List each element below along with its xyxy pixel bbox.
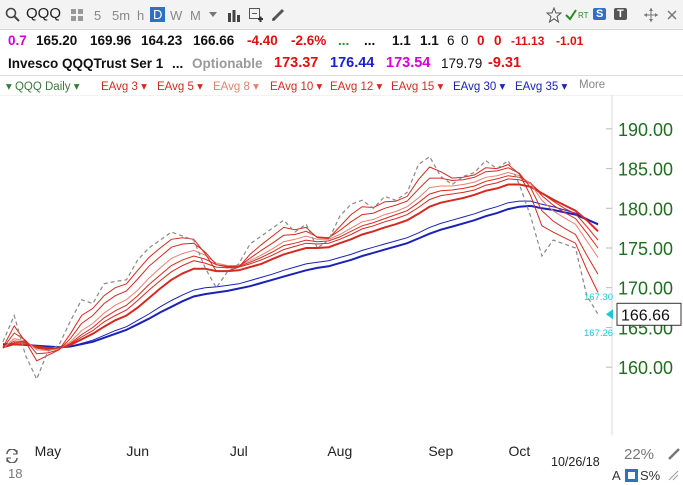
legend-qqq-daily[interactable]: ▾ QQQ Daily ▾ (6, 81, 80, 93)
info-dots: ... (172, 56, 184, 71)
magnifier-icon[interactable] (4, 6, 22, 24)
dropdown-icon[interactable] (208, 10, 218, 20)
y-tick-label: 175.00 (618, 239, 673, 259)
close-icon[interactable] (664, 7, 680, 23)
quote-change-pct: -2.6% (291, 33, 327, 48)
quote-n1: 6 (447, 33, 455, 48)
legend-eavg30[interactable]: EAvg 30 ▾ (453, 81, 506, 93)
marker-high-label: 167.30 (584, 292, 613, 303)
bar-chart-icon[interactable] (226, 7, 242, 23)
x-tick-label: Jul (230, 443, 248, 459)
series-eavg-30 (3, 200, 599, 348)
realtime-label: RT (578, 11, 589, 20)
security-name: Invesco QQQTrust Ser 1 (8, 56, 164, 71)
series-eavg-35 (3, 204, 599, 349)
legend-eavg3[interactable]: EAvg 3 ▾ (101, 81, 147, 93)
info-p5: -9.31 (488, 55, 522, 71)
time-axis: May Jun Jul Aug Sep Oct (35, 443, 531, 459)
legend-eavg8[interactable]: EAvg 8 ▾ (213, 81, 259, 93)
series-eavg-12 (2, 178, 599, 350)
quote-high: 169.96 (90, 33, 132, 48)
interval-h[interactable]: h (137, 8, 145, 23)
optionable-label: Optionable (192, 56, 263, 71)
star-icon[interactable] (545, 6, 563, 24)
quote-low: 164.23 (141, 33, 183, 48)
y-tick-label: 160.00 (618, 358, 673, 378)
y-tick-label: 180.00 (618, 199, 673, 219)
auto-scale-label[interactable]: A (612, 468, 621, 483)
quote-dots-green: ... (338, 33, 350, 48)
legend-eavg10[interactable]: EAvg 10 ▾ (270, 81, 323, 93)
series-eavg-10 (2, 175, 599, 351)
chart-background (0, 95, 683, 485)
date-label: 10/26/18 (551, 455, 600, 469)
interval-m[interactable]: M (190, 8, 201, 23)
symbol-input[interactable]: QQQ (26, 5, 62, 22)
legend-eavg35[interactable]: EAvg 35 ▾ (515, 81, 568, 93)
price-axis: 190.00185.00180.00175.00170.00165.00160.… (606, 120, 673, 378)
x-tick-label: Sep (428, 443, 453, 459)
toolbar: QQQ 5 5m h D W M RT S T (0, 0, 683, 30)
interval-w[interactable]: W (170, 8, 183, 23)
series-eavg-15 (2, 183, 599, 350)
quote-d2: -1.01 (556, 34, 584, 48)
resize-grip-icon[interactable] (666, 468, 680, 482)
y-tick-label: 170.00 (618, 279, 673, 299)
series-layer (2, 155, 599, 381)
quote-change: -4.40 (247, 33, 278, 48)
study-legend: ▾ QQQ Daily ▾ EAvg 3 ▾ EAvg 5 ▾ EAvg 8 ▾… (0, 76, 683, 95)
last-price-arrow (606, 309, 613, 320)
series-eavg-8 (2, 171, 599, 352)
series-eavg-5 (2, 167, 599, 355)
grid-icon[interactable] (70, 8, 84, 22)
quote-dots-black: ... (364, 33, 376, 48)
last-price-markers: 166.66 167.30 167.26 (584, 292, 682, 339)
last-price-box (616, 302, 682, 326)
last-price-label: 166.66 (621, 307, 670, 324)
quote-v2: 1.1 (420, 33, 439, 48)
interval-d-active[interactable]: D (150, 7, 166, 22)
layout-icon[interactable] (624, 468, 638, 482)
x-tick-label: Aug (327, 443, 352, 459)
legend-eavg15[interactable]: EAvg 15 ▾ (391, 81, 444, 93)
info-bar: Invesco QQQTrust Ser 1 ... Optionable 17… (0, 52, 683, 76)
x-tick-label: Oct (509, 443, 531, 459)
refresh-icon[interactable] (4, 448, 20, 464)
x-tick-label: May (35, 443, 61, 459)
legend-eavg12[interactable]: EAvg 12 ▾ (330, 81, 383, 93)
legend-more[interactable]: More (579, 79, 606, 91)
footer-left-label: 18 (8, 466, 23, 481)
check-icon[interactable] (564, 6, 578, 24)
info-p3: 173.54 (386, 55, 431, 71)
share-button[interactable]: S (593, 8, 607, 20)
interval-5m[interactable]: 5m (112, 8, 131, 23)
legend-eavg5[interactable]: EAvg 5 ▾ (157, 81, 203, 93)
quote-n2: 0 (461, 33, 469, 48)
quote-n4: 0 (494, 33, 502, 48)
quote-change-small: 0.7 (8, 33, 27, 48)
add-study-icon[interactable] (248, 7, 264, 23)
move-icon[interactable] (643, 7, 659, 23)
info-p4: 179.79 (441, 56, 483, 71)
template-button[interactable]: T (614, 8, 627, 20)
price-chart[interactable]: 190.00185.00180.00175.00170.00165.00160.… (0, 95, 683, 485)
marker-low-label: 167.26 (584, 328, 613, 339)
quote-close: 166.66 (193, 33, 235, 48)
percent-scale-label[interactable]: S% (640, 468, 661, 483)
quote-d1: -11.13 (511, 34, 545, 48)
quote-open: 165.20 (36, 33, 78, 48)
quote-v1: 1.1 (392, 33, 411, 48)
edit-pencil-icon[interactable] (666, 446, 682, 462)
series-qqq-daily (2, 155, 599, 381)
pencil-icon[interactable] (270, 7, 286, 23)
y-tick-label: 190.00 (618, 120, 673, 140)
x-tick-label: Jun (126, 443, 149, 459)
info-p1: 173.37 (274, 55, 319, 71)
interval-5[interactable]: 5 (94, 8, 102, 23)
info-p2: 176.44 (330, 55, 375, 71)
zoom-percent[interactable]: 22% (624, 446, 655, 463)
quote-n3: 0 (477, 33, 485, 48)
y-tick-label: 185.00 (618, 160, 673, 180)
quote-bar: 0.7 165.20 169.96 164.23 166.66 -4.40 -2… (0, 30, 683, 52)
